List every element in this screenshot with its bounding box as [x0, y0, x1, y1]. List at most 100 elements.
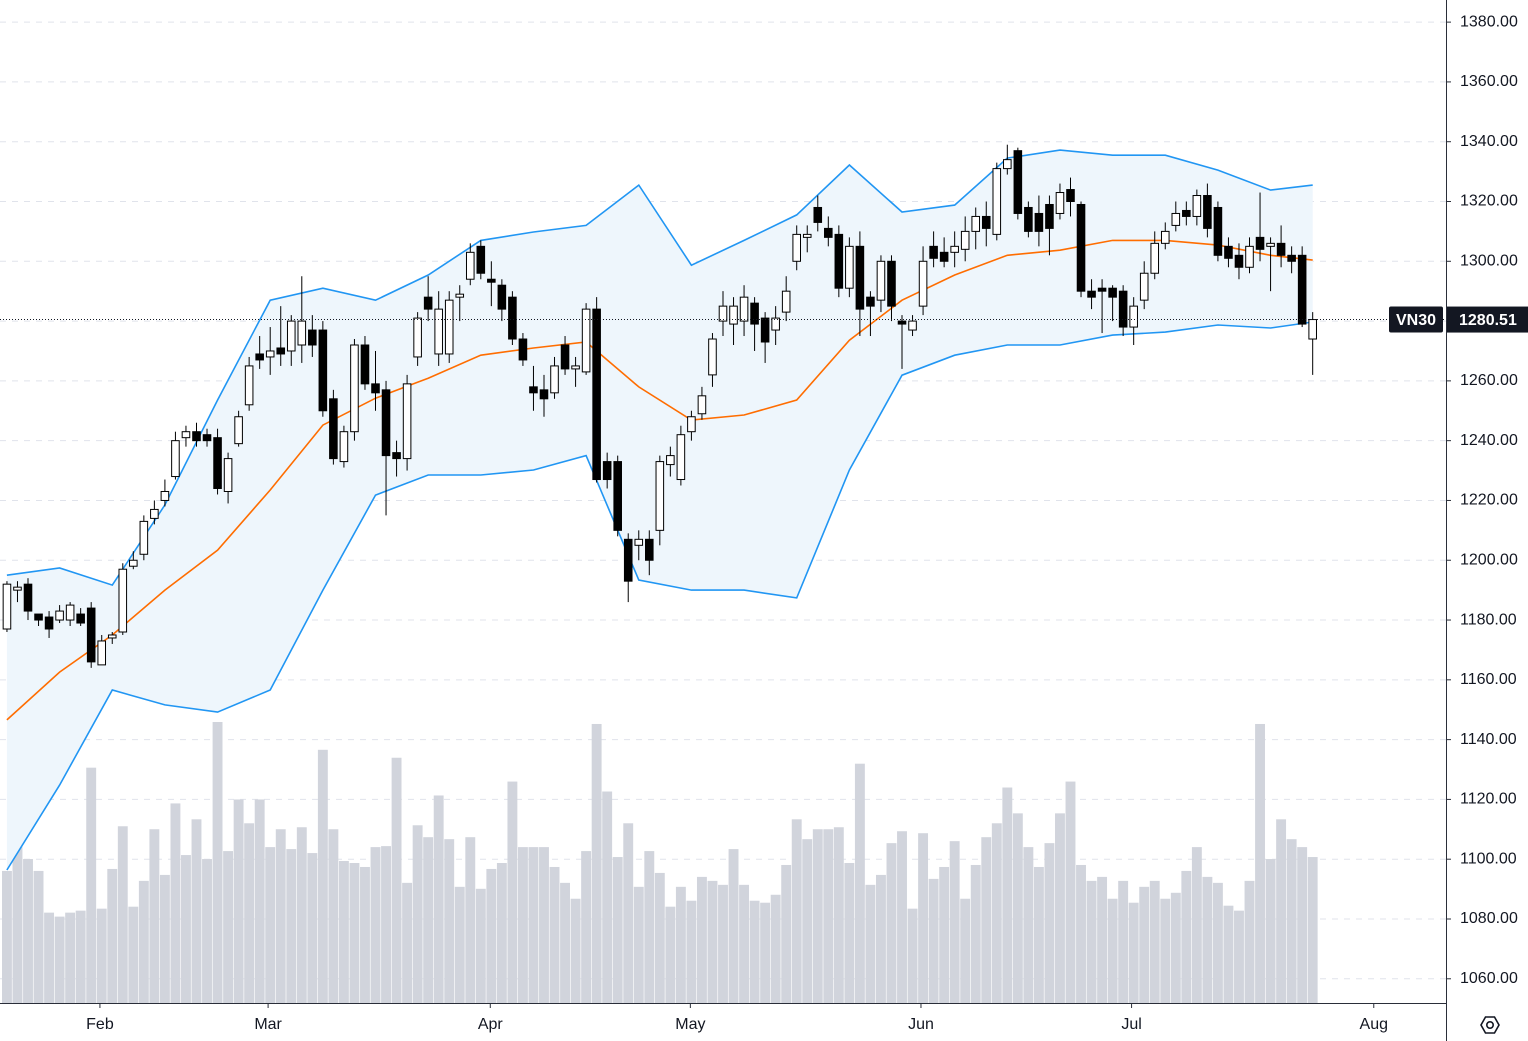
volume-bar [202, 859, 212, 1003]
volume-bar [728, 849, 739, 1003]
volume-bar [1170, 892, 1181, 1003]
candle-body [181, 431, 191, 439]
candle-body [550, 365, 559, 394]
volume-bar [528, 847, 539, 1003]
y-tick-label: 1340.00 [1460, 133, 1518, 150]
volume-bar [1286, 839, 1297, 1003]
volume-bar [23, 859, 33, 1003]
candle-body [434, 308, 443, 355]
settings-icon[interactable] [1480, 1016, 1500, 1034]
volume-bar [412, 825, 423, 1003]
candle-body [981, 215, 991, 229]
candle-body [571, 365, 580, 370]
candle-body [824, 227, 833, 238]
volume-bar [633, 886, 644, 1003]
volume-bar [991, 823, 1002, 1003]
volume-bar [54, 916, 65, 1003]
candle-body [1276, 242, 1286, 256]
candle-body [539, 389, 549, 400]
volume-bar [423, 837, 434, 1003]
volume-bar [907, 908, 918, 1003]
volume-bar [349, 862, 360, 1003]
candle-body [1055, 192, 1065, 214]
volume-bar [275, 829, 286, 1003]
candle-body [855, 245, 865, 310]
x-tick-label: Jun [908, 1016, 934, 1033]
volume-bar [1276, 819, 1287, 1003]
candle-body [592, 308, 601, 481]
volume-bar [307, 853, 318, 1003]
candle-body [129, 559, 138, 567]
candle-body [1213, 206, 1223, 256]
candle-body [929, 245, 938, 259]
volume-layer [2, 722, 1318, 1003]
volume-bar [444, 839, 455, 1003]
candle-body [560, 344, 570, 370]
candle-body [13, 586, 22, 591]
candle-body [897, 320, 907, 325]
volume-bar [212, 722, 223, 1003]
volume-bar [1012, 813, 1023, 1003]
x-tick-label: Aug [1360, 1016, 1388, 1033]
volume-bar [876, 874, 886, 1003]
volume-bar [1265, 859, 1276, 1003]
x-tick-label: Apr [478, 1016, 504, 1033]
volume-bar [549, 866, 560, 1003]
volume-bar [749, 900, 760, 1003]
candle-body [1118, 290, 1128, 328]
volume-bar [486, 868, 497, 1003]
volume-bar [33, 870, 44, 1003]
settings-button[interactable] [1480, 1016, 1500, 1034]
candle-body [497, 284, 507, 310]
volume-bar [391, 757, 402, 1003]
candle-body [771, 317, 780, 331]
volume-bar [338, 861, 349, 1003]
settings-icon-center[interactable] [1486, 1020, 1495, 1029]
volume-bar [128, 906, 139, 1003]
volume-bar [560, 882, 570, 1003]
volume-bar [2, 870, 12, 1003]
volume-bar [138, 880, 149, 1003]
symbol-tag [1389, 306, 1443, 333]
candle-body [845, 245, 854, 289]
volume-bar [760, 902, 771, 1003]
volume-bar [854, 763, 865, 1003]
volume-bar [1128, 902, 1139, 1003]
volume-bar [254, 799, 265, 1003]
volume-bar [1234, 910, 1244, 1003]
candle-body [1224, 245, 1233, 259]
candle-body [202, 434, 212, 442]
volume-bar [86, 767, 97, 1003]
volume-bar [1065, 781, 1076, 1003]
candle-body [2, 583, 12, 630]
candle-body [276, 347, 286, 355]
candle-body [729, 305, 738, 325]
candle-body [634, 538, 644, 546]
candle-body [65, 604, 75, 621]
candle-body [750, 302, 759, 325]
volume-bar [233, 799, 244, 1003]
volume-bar [1086, 880, 1097, 1003]
candle-body [444, 299, 454, 355]
volume-bar [675, 886, 686, 1003]
candle-body [687, 416, 696, 433]
candle-body [413, 317, 422, 358]
candle-body [350, 344, 359, 433]
y-tick-label: 1080.00 [1460, 910, 1518, 927]
candle-body [992, 168, 1002, 235]
candle-body [1160, 230, 1170, 244]
volume-bar [296, 827, 307, 1003]
volume-bar [454, 886, 465, 1003]
candle-body [487, 278, 496, 283]
volume-bar [1202, 876, 1213, 1003]
y-tick-label: 1240.00 [1460, 432, 1518, 449]
volume-bar [1044, 843, 1055, 1003]
candle-body [1203, 195, 1212, 229]
candle-body [718, 305, 728, 322]
candle-body [834, 233, 844, 289]
y-tick-label: 1120.00 [1460, 791, 1517, 808]
y-tick-label: 1360.00 [1460, 73, 1518, 90]
volume-bar [928, 878, 939, 1003]
volume-bar [939, 866, 950, 1003]
